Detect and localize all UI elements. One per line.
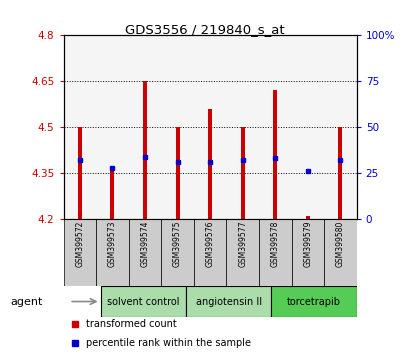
Bar <box>143 81 146 219</box>
Text: percentile rank within the sample: percentile rank within the sample <box>85 338 250 348</box>
Text: GSM399578: GSM399578 <box>270 221 279 267</box>
Bar <box>258 219 291 286</box>
Bar <box>185 286 271 317</box>
Bar <box>324 219 356 286</box>
Bar <box>226 219 258 286</box>
Bar <box>193 219 226 286</box>
Bar <box>273 91 276 219</box>
Bar <box>63 219 96 286</box>
Text: GSM399577: GSM399577 <box>238 221 247 268</box>
Bar <box>291 219 324 286</box>
Bar <box>128 219 161 286</box>
Bar <box>175 127 179 219</box>
Bar <box>78 127 81 219</box>
Bar <box>96 219 128 286</box>
Text: GSM399573: GSM399573 <box>108 221 117 268</box>
Bar <box>271 286 356 317</box>
Text: angiotensin II: angiotensin II <box>195 297 261 307</box>
Bar <box>100 286 185 317</box>
Text: GSM399576: GSM399576 <box>205 221 214 268</box>
Text: solvent control: solvent control <box>107 297 179 307</box>
Text: torcetrapib: torcetrapib <box>286 297 340 307</box>
Text: transformed count: transformed count <box>85 319 176 329</box>
Text: GSM399574: GSM399574 <box>140 221 149 268</box>
Text: agent: agent <box>10 297 43 307</box>
Bar <box>161 219 193 286</box>
Bar <box>110 170 114 219</box>
Text: GSM399572: GSM399572 <box>75 221 84 267</box>
Text: GSM399579: GSM399579 <box>303 221 312 268</box>
Bar <box>208 109 211 219</box>
Bar <box>338 127 342 219</box>
Text: GSM399580: GSM399580 <box>335 221 344 267</box>
Text: GDS3556 / 219840_s_at: GDS3556 / 219840_s_at <box>125 23 284 36</box>
Bar <box>240 127 244 219</box>
Text: GSM399575: GSM399575 <box>173 221 182 268</box>
Bar <box>305 216 309 219</box>
